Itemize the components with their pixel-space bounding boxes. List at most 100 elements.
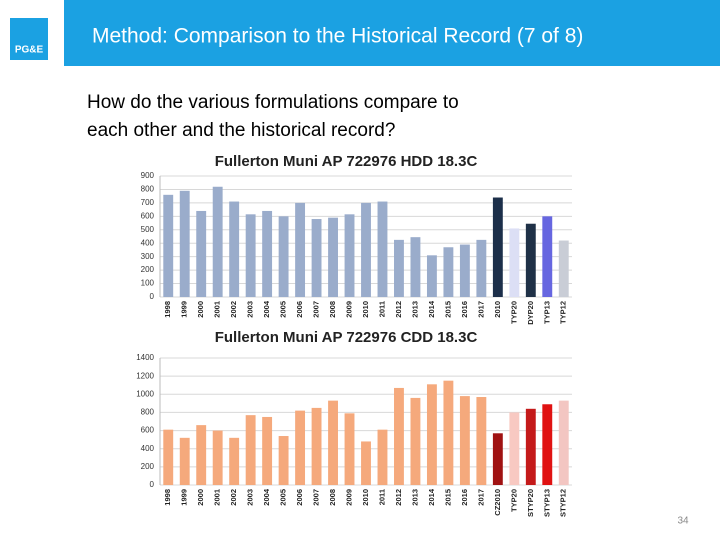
bar — [311, 219, 322, 297]
x-tick-label: 2003 — [246, 301, 255, 318]
bar — [509, 228, 520, 297]
x-tick-label: STYP20 — [526, 489, 535, 517]
bar — [212, 430, 223, 485]
x-tick-label: TYP13 — [542, 301, 551, 324]
bar — [525, 223, 536, 297]
y-tick-label: 500 — [141, 225, 155, 234]
x-tick-label: 2011 — [377, 301, 386, 317]
x-tick-label: 2000 — [196, 489, 205, 506]
x-tick-label: 1999 — [180, 489, 189, 506]
bar — [344, 413, 355, 485]
x-tick-label: 2008 — [328, 301, 337, 318]
bar — [229, 437, 240, 485]
bar — [426, 384, 437, 485]
bar — [245, 214, 256, 297]
bar — [542, 216, 553, 297]
x-tick-label: 2015 — [443, 489, 452, 506]
bar — [509, 412, 520, 485]
x-tick-label: 2004 — [262, 300, 271, 318]
bar — [262, 210, 273, 297]
y-tick-label: 200 — [141, 265, 155, 274]
bar — [163, 429, 174, 485]
x-tick-label: 2012 — [394, 489, 403, 506]
logo-text: PG&E — [15, 45, 44, 56]
chart-title: Fullerton Muni AP 722976 HDD 18.3C — [215, 153, 478, 170]
y-tick-label: 1400 — [136, 353, 154, 362]
x-tick-label: 2005 — [279, 301, 288, 318]
bar — [328, 400, 338, 485]
question-line: How do the various formulations compare … — [87, 92, 459, 113]
bar — [278, 436, 289, 485]
y-tick-label: 1000 — [136, 389, 154, 398]
x-tick-label: 2009 — [345, 301, 354, 318]
bar — [377, 429, 388, 485]
x-tick-label: 2001 — [213, 301, 222, 318]
x-tick-label: 1998 — [163, 489, 172, 506]
x-tick-label: 2010 — [361, 301, 370, 318]
x-tick-label: 2001 — [213, 489, 222, 506]
x-tick-label: 1999 — [180, 301, 189, 318]
x-tick-label: STYP12 — [559, 489, 568, 517]
x-tick-label: 2013 — [410, 489, 419, 506]
bar — [410, 397, 421, 485]
bar — [328, 217, 338, 297]
bar — [361, 441, 371, 485]
bar — [426, 255, 437, 297]
x-tick-label: 2006 — [295, 489, 304, 506]
x-tick-label: 2004 — [262, 488, 271, 506]
x-tick-label: 2015 — [443, 301, 452, 318]
x-tick-label: 2017 — [476, 489, 485, 506]
bar — [377, 201, 388, 297]
bar — [196, 425, 207, 485]
slide-title: Method: Comparison to the Historical Rec… — [92, 25, 583, 48]
bar — [295, 410, 306, 485]
bar — [492, 433, 503, 485]
x-tick-label: 2007 — [312, 489, 321, 506]
chart-title: Fullerton Muni AP 722976 CDD 18.3C — [215, 329, 478, 346]
bar — [179, 190, 190, 297]
bar — [179, 437, 190, 485]
x-tick-label: 2012 — [394, 301, 403, 318]
x-tick-label: 1998 — [163, 301, 172, 318]
bar — [163, 194, 174, 297]
y-tick-label: 1200 — [136, 371, 154, 380]
x-tick-label: DYP20 — [526, 301, 535, 325]
x-tick-label: 2017 — [476, 301, 485, 318]
y-tick-label: 800 — [141, 185, 155, 194]
y-tick-label: 200 — [141, 462, 155, 471]
x-tick-label: 2013 — [410, 301, 419, 318]
bar — [476, 397, 487, 485]
x-tick-label: 2007 — [312, 301, 321, 318]
x-tick-label: 2002 — [229, 489, 238, 506]
y-tick-label: 300 — [141, 252, 155, 261]
y-tick-label: 600 — [141, 426, 155, 435]
x-tick-label: 2010 — [361, 489, 370, 506]
question-line: each other and the historical record? — [87, 120, 395, 141]
bar — [394, 239, 404, 297]
x-tick-label: TYP20 — [509, 301, 518, 324]
bar — [344, 214, 355, 297]
bar — [459, 396, 470, 485]
bar — [262, 416, 273, 485]
bar — [443, 380, 454, 485]
x-tick-label: 2008 — [328, 489, 337, 506]
header-bar — [64, 0, 720, 66]
y-tick-label: 900 — [141, 171, 155, 180]
x-tick-label: 2005 — [279, 489, 288, 506]
x-tick-label: 2003 — [246, 489, 255, 506]
bar — [212, 186, 223, 297]
y-tick-label: 100 — [141, 279, 155, 288]
bar — [311, 407, 322, 485]
x-tick-label: 2002 — [229, 301, 238, 318]
x-tick-label: 2016 — [460, 301, 469, 318]
x-tick-label: TYP12 — [559, 301, 568, 324]
logo-mark — [10, 18, 48, 60]
x-tick-label: 2014 — [427, 300, 436, 318]
bar — [542, 404, 553, 485]
page-number: 34 — [677, 516, 689, 527]
x-tick-label: 2011 — [377, 489, 386, 505]
bar — [394, 387, 404, 485]
bar — [476, 239, 487, 297]
y-tick-label: 400 — [141, 238, 155, 247]
